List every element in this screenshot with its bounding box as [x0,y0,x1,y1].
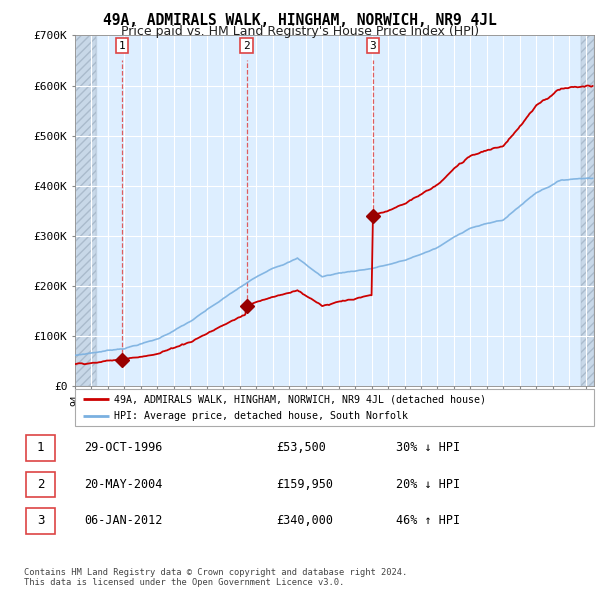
Text: 3: 3 [37,514,44,527]
Text: 30% ↓ HPI: 30% ↓ HPI [396,441,460,454]
Text: Contains HM Land Registry data © Crown copyright and database right 2024.
This d: Contains HM Land Registry data © Crown c… [24,568,407,587]
Bar [581,35,594,386]
Text: 46% ↑ HPI: 46% ↑ HPI [396,514,460,527]
Text: HPI: Average price, detached house, South Norfolk: HPI: Average price, detached house, Sout… [114,411,408,421]
Text: Price paid vs. HM Land Registry's House Price Index (HPI): Price paid vs. HM Land Registry's House … [121,25,479,38]
Text: £53,500: £53,500 [276,441,326,454]
Text: 2: 2 [243,41,250,51]
Bar [75,35,97,386]
Text: 3: 3 [370,41,376,51]
Text: 49A, ADMIRALS WALK, HINGHAM, NORWICH, NR9 4JL (detached house): 49A, ADMIRALS WALK, HINGHAM, NORWICH, NR… [114,394,486,404]
Text: 2: 2 [37,478,44,491]
Bar [75,35,97,386]
Text: 1: 1 [118,41,125,51]
Text: £340,000: £340,000 [276,514,333,527]
Text: 20-MAY-2004: 20-MAY-2004 [84,478,163,491]
Text: 06-JAN-2012: 06-JAN-2012 [84,514,163,527]
Text: 49A, ADMIRALS WALK, HINGHAM, NORWICH, NR9 4JL: 49A, ADMIRALS WALK, HINGHAM, NORWICH, NR… [103,13,497,28]
Bar [581,35,594,386]
Text: £159,950: £159,950 [276,478,333,491]
Text: 20% ↓ HPI: 20% ↓ HPI [396,478,460,491]
Text: 1: 1 [37,441,44,454]
Text: 29-OCT-1996: 29-OCT-1996 [84,441,163,454]
